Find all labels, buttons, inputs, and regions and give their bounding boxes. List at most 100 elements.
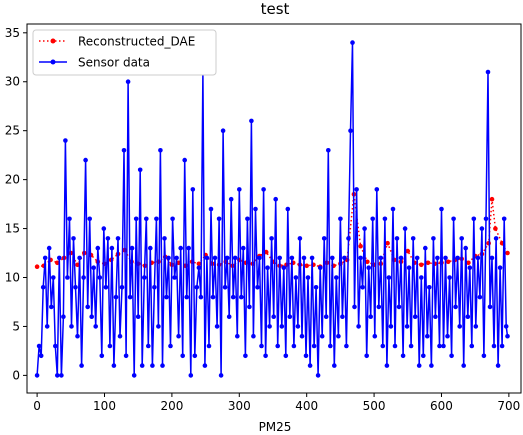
- sensor-point: [137, 167, 143, 173]
- sensor-point: [400, 353, 406, 359]
- sensor-point: [59, 373, 64, 378]
- sensor-point: [79, 363, 84, 368]
- reconstructed-point: [489, 196, 495, 202]
- sensor-point: [471, 216, 477, 222]
- sensor-point: [139, 363, 145, 368]
- sensor-point: [412, 314, 418, 320]
- sensor-point: [85, 304, 90, 310]
- sensor-point: [396, 304, 402, 310]
- reconstructed-point: [425, 260, 431, 266]
- sensor-series: [34, 40, 510, 378]
- y-tick-label: 15: [5, 222, 20, 236]
- sensor-point: [489, 255, 495, 261]
- sensor-point: [218, 373, 224, 378]
- sensor-point: [83, 157, 88, 163]
- reconstructed-point: [34, 264, 40, 270]
- sensor-point: [67, 216, 72, 222]
- sensor-point: [263, 353, 268, 359]
- sensor-point: [51, 275, 56, 280]
- sensor-point: [119, 285, 125, 290]
- reconstructed-point: [419, 262, 424, 268]
- sensor-point: [469, 343, 475, 349]
- sensor-point: [443, 255, 448, 261]
- sensor-point: [111, 363, 117, 368]
- sensor-point: [267, 324, 272, 329]
- sensor-point: [398, 255, 404, 261]
- sensor-point: [364, 353, 370, 359]
- sensor-point: [445, 333, 450, 339]
- sensor-point: [301, 255, 307, 261]
- sensor-point: [313, 285, 319, 290]
- sensor-point: [317, 265, 323, 271]
- sensor-point: [483, 216, 489, 222]
- legend-box: [32, 29, 217, 76]
- sensor-point: [180, 353, 185, 359]
- sensor-point: [235, 333, 240, 339]
- x-axis: 0 100 200 300 400 500 600 700: [33, 393, 520, 413]
- sensor-point: [326, 148, 331, 153]
- sensor-point: [127, 294, 133, 300]
- sensor-point: [255, 285, 260, 290]
- sensor-point: [247, 304, 252, 310]
- sensor-point: [348, 128, 353, 133]
- sensor-point: [178, 245, 183, 251]
- sensor-point: [362, 226, 367, 231]
- sensor-point: [232, 255, 238, 261]
- sensor-point: [425, 333, 430, 339]
- sensor-point: [404, 324, 410, 329]
- legend-reconstructed-label: Reconstructed_DAE: [78, 35, 195, 49]
- sensor-point: [57, 255, 62, 261]
- sensor-point: [354, 187, 359, 192]
- sensor-point: [190, 187, 196, 192]
- sensor-point: [152, 285, 157, 290]
- sensor-point: [186, 245, 191, 251]
- sensor-point: [63, 138, 68, 143]
- sensor-point: [148, 245, 153, 251]
- sensor-point: [87, 216, 92, 222]
- sensor-point: [257, 255, 262, 261]
- sensor-point: [38, 353, 44, 359]
- sensor-line: [36, 42, 509, 376]
- sensor-point: [491, 343, 497, 349]
- sensor-point: [495, 363, 501, 368]
- sensor-point: [253, 206, 258, 212]
- sensor-point: [427, 285, 432, 290]
- sensor-point: [291, 343, 297, 349]
- sensor-point: [321, 236, 327, 241]
- sensor-point: [293, 275, 299, 280]
- sensor-point: [61, 314, 66, 320]
- sensor-point: [224, 255, 230, 261]
- sensor-point: [73, 285, 78, 290]
- sensor-point: [97, 275, 103, 280]
- sensor-point: [346, 236, 351, 241]
- x-tick-label: 300: [228, 399, 251, 413]
- sensor-point: [429, 363, 434, 368]
- sensor-point: [350, 40, 355, 45]
- reconstructed-point: [196, 261, 202, 267]
- y-tick-label: 35: [5, 26, 20, 40]
- sensor-point: [44, 324, 50, 329]
- sensor-point: [101, 226, 107, 231]
- sensor-point: [334, 275, 339, 280]
- sensor-point: [390, 206, 396, 212]
- sensor-point: [71, 236, 76, 241]
- sensor-point: [323, 314, 329, 320]
- sensor-point: [503, 324, 509, 329]
- sensor-point: [453, 304, 458, 310]
- sensor-point: [245, 216, 250, 222]
- sensor-point: [370, 216, 376, 222]
- sensor-point: [493, 236, 499, 241]
- y-tick-label: 20: [5, 173, 20, 187]
- legend: Reconstructed_DAE Sensor data: [32, 29, 217, 76]
- reconstructed-point: [505, 250, 510, 256]
- sensor-point: [299, 333, 305, 339]
- sensor-point: [406, 265, 412, 271]
- sensor-point: [192, 353, 198, 359]
- sensor-point: [388, 324, 394, 329]
- sensor-point: [392, 343, 398, 349]
- sensor-point: [46, 245, 52, 251]
- sensor-point: [210, 294, 216, 300]
- sensor-point: [479, 226, 485, 231]
- sensor-point: [338, 216, 343, 222]
- sensor-point: [465, 314, 471, 320]
